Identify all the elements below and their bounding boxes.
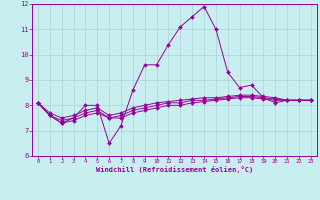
X-axis label: Windchill (Refroidissement éolien,°C): Windchill (Refroidissement éolien,°C) xyxy=(96,166,253,173)
